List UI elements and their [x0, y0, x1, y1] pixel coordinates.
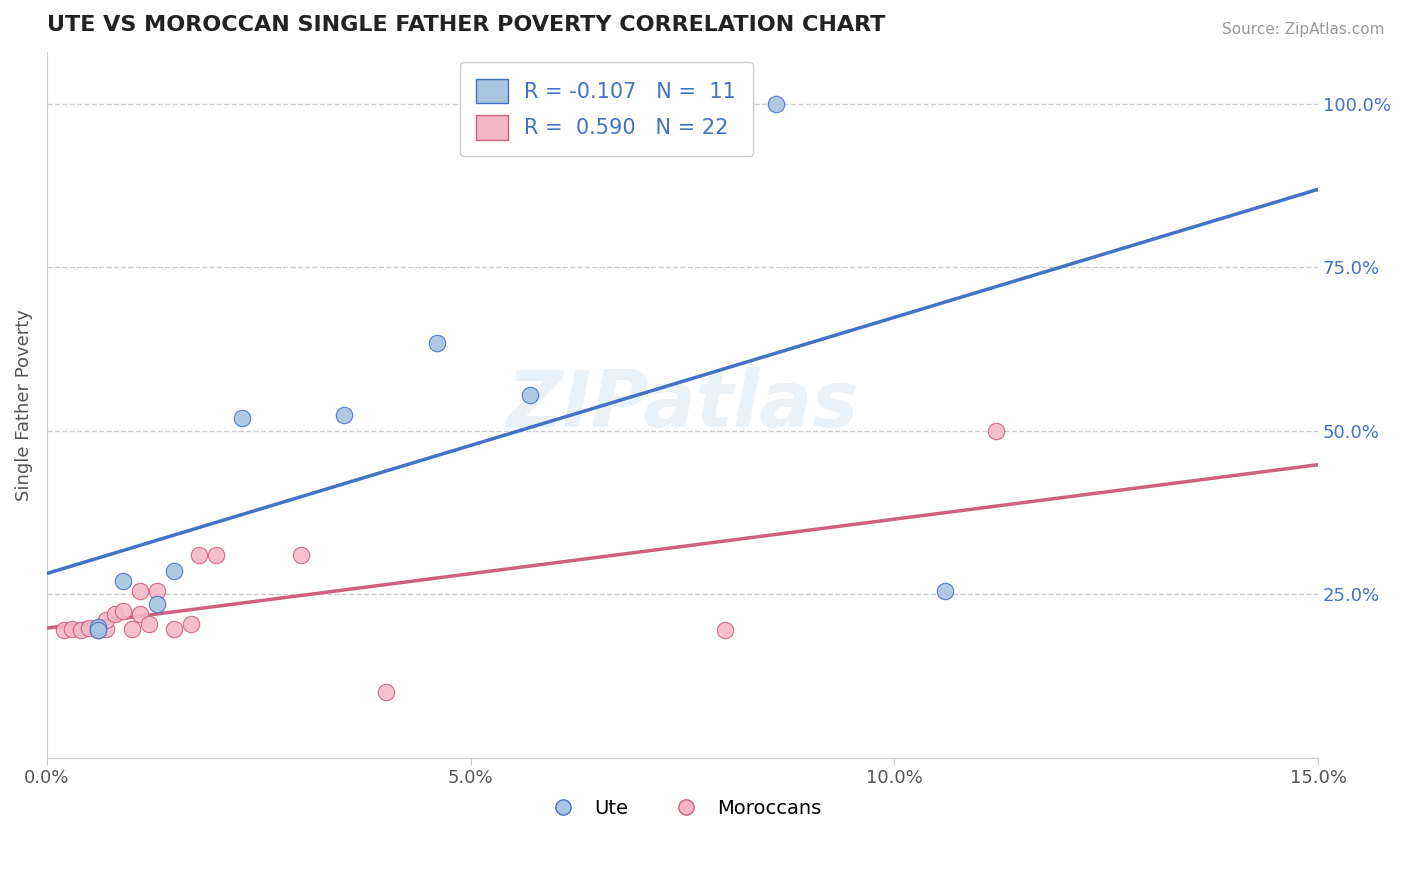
Legend: Ute, Moroccans: Ute, Moroccans: [536, 791, 830, 826]
Y-axis label: Single Father Poverty: Single Father Poverty: [15, 309, 32, 500]
Point: [69, 623, 91, 637]
Point: [60, 622, 83, 636]
Point: [714, 624, 737, 638]
Point: [205, 548, 228, 562]
Point: [121, 622, 143, 636]
Point: [87, 623, 110, 637]
Point: [138, 616, 160, 631]
Point: [112, 574, 135, 589]
Point: [96, 614, 118, 628]
Point: [765, 97, 787, 112]
Point: [984, 424, 1007, 438]
Point: [188, 548, 211, 562]
Point: [519, 388, 541, 402]
Point: [934, 584, 956, 599]
Point: [112, 604, 135, 618]
Point: [290, 548, 312, 562]
Point: [104, 607, 127, 621]
Point: [146, 584, 169, 599]
Point: [87, 620, 110, 634]
Point: [163, 622, 186, 636]
Point: [87, 624, 110, 638]
Point: [129, 584, 152, 599]
Point: [129, 607, 152, 621]
Point: [231, 410, 253, 425]
Point: [374, 685, 396, 699]
Point: [77, 621, 100, 635]
Point: [163, 565, 186, 579]
Text: Source: ZipAtlas.com: Source: ZipAtlas.com: [1222, 22, 1385, 37]
Point: [146, 597, 169, 611]
Point: [52, 624, 75, 638]
Text: ZIPatlas: ZIPatlas: [506, 367, 859, 442]
Point: [180, 616, 202, 631]
Point: [96, 622, 118, 636]
Point: [426, 335, 449, 350]
Text: UTE VS MOROCCAN SINGLE FATHER POVERTY CORRELATION CHART: UTE VS MOROCCAN SINGLE FATHER POVERTY CO…: [46, 15, 886, 35]
Point: [332, 408, 354, 422]
